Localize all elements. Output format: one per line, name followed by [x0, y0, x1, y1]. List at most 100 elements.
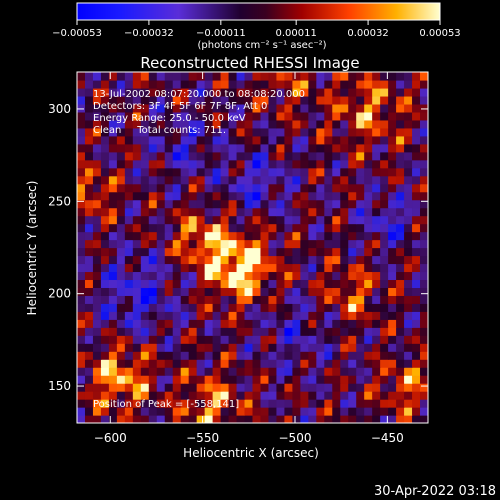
heatmap-cell: [212, 391, 222, 400]
heatmap-cell: [156, 343, 166, 352]
heatmap-cell: [116, 191, 126, 201]
heatmap-cell: [172, 151, 182, 161]
heatmap-cell: [348, 135, 357, 145]
heatmap-cell: [140, 127, 150, 137]
heatmap-cell: [260, 271, 270, 281]
heatmap-cell: [316, 231, 325, 241]
heatmap-cell: [212, 335, 222, 344]
heatmap-cell: [116, 135, 126, 145]
heatmap-cell: [356, 319, 365, 328]
heatmap-cell: [220, 239, 230, 249]
heatmap-cell: [284, 415, 293, 423]
heatmap-cell: [284, 79, 293, 89]
heatmap-cell: [420, 303, 428, 312]
heatmap-cell: [228, 391, 238, 400]
heatmap-cell: [108, 119, 118, 129]
heatmap-cell: [244, 359, 254, 368]
heatmap-cell: [364, 119, 373, 129]
heatmap-cell: [77, 327, 86, 336]
heatmap-cell: [228, 95, 238, 105]
heatmap-cell: [244, 263, 254, 273]
heatmap-cell: [276, 223, 286, 233]
heatmap-cell: [284, 199, 293, 209]
heatmap-cell: [108, 343, 118, 352]
heatmap-cell: [77, 407, 86, 416]
heatmap-cell: [236, 335, 246, 344]
heatmap-cell: [236, 343, 246, 352]
heatmap-cell: [84, 135, 94, 145]
heatmap-cell: [348, 151, 357, 161]
heatmap-cell: [308, 95, 317, 105]
heatmap-cell: [292, 343, 301, 352]
heatmap-cell: [300, 95, 309, 105]
heatmap-cell: [188, 103, 198, 113]
heatmap-cell: [324, 383, 333, 392]
heatmap-cell: [268, 191, 278, 201]
heatmap-cell: [196, 295, 206, 304]
heatmap-cell: [244, 367, 254, 376]
heatmap-cell: [340, 183, 349, 193]
heatmap-cell: [300, 343, 309, 352]
heatmap-cell: [380, 215, 389, 225]
heatmap-cell: [188, 359, 198, 368]
heatmap-cell: [260, 391, 270, 400]
heatmap-cell: [380, 207, 389, 217]
heatmap-cell: [356, 151, 365, 161]
heatmap-cell: [196, 151, 206, 161]
heatmap-cell: [77, 351, 86, 360]
heatmap-cell: [372, 143, 381, 153]
heatmap-cell: [292, 399, 301, 408]
heatmap-cell: [412, 183, 421, 193]
heatmap-cell: [244, 199, 254, 209]
heatmap-cell: [300, 167, 309, 177]
heatmap-cell: [372, 415, 381, 423]
heatmap-cell: [420, 375, 428, 384]
heatmap-cell: [308, 151, 317, 161]
heatmap-cell: [324, 111, 333, 121]
heatmap-cell: [228, 303, 238, 312]
heatmap-cell: [92, 399, 102, 408]
heatmap-cell: [140, 207, 150, 217]
heatmap-cell: [268, 375, 278, 384]
heatmap-cell: [260, 383, 270, 392]
heatmap-cell: [124, 135, 134, 145]
heatmap-cell: [260, 335, 270, 344]
heatmap-cell: [164, 343, 174, 352]
heatmap-cell: [180, 279, 190, 288]
heatmap-cell: [188, 207, 198, 217]
heatmap-cell: [292, 415, 301, 423]
heatmap-cell: [204, 263, 214, 273]
heatmap-cell: [220, 391, 230, 400]
heatmap-cell: [412, 279, 421, 288]
heatmap-cell: [204, 135, 214, 145]
heatmap-cell: [156, 72, 166, 81]
heatmap-cell: [364, 167, 373, 177]
heatmap-cell: [412, 175, 421, 185]
heatmap-cell: [348, 303, 357, 312]
heatmap-cell: [108, 383, 118, 392]
heatmap-cell: [404, 95, 413, 105]
heatmap-cell: [260, 287, 270, 296]
heatmap-cell: [204, 255, 214, 265]
heatmap-cell: [364, 359, 373, 368]
heatmap-cell: [252, 327, 262, 336]
heatmap-cell: [340, 111, 349, 121]
heatmap-cell: [172, 135, 182, 145]
heatmap-cell: [132, 407, 142, 416]
heatmap-cell: [300, 263, 309, 273]
heatmap-cell: [268, 79, 278, 89]
heatmap-cell: [332, 415, 341, 423]
heatmap-cell: [404, 359, 413, 368]
heatmap-cell: [140, 135, 150, 145]
heatmap-cell: [308, 183, 317, 193]
heatmap-cell: [220, 143, 230, 153]
heatmap-cell: [244, 183, 254, 193]
heatmap-cell: [356, 271, 365, 281]
heatmap-cell: [156, 231, 166, 241]
heatmap-cell: [108, 311, 118, 320]
heatmap-cell: [380, 367, 389, 376]
heatmap-cell: [404, 279, 413, 288]
heatmap-cell: [252, 167, 262, 177]
heatmap-cell: [100, 135, 110, 145]
heatmap-cell: [388, 167, 397, 177]
